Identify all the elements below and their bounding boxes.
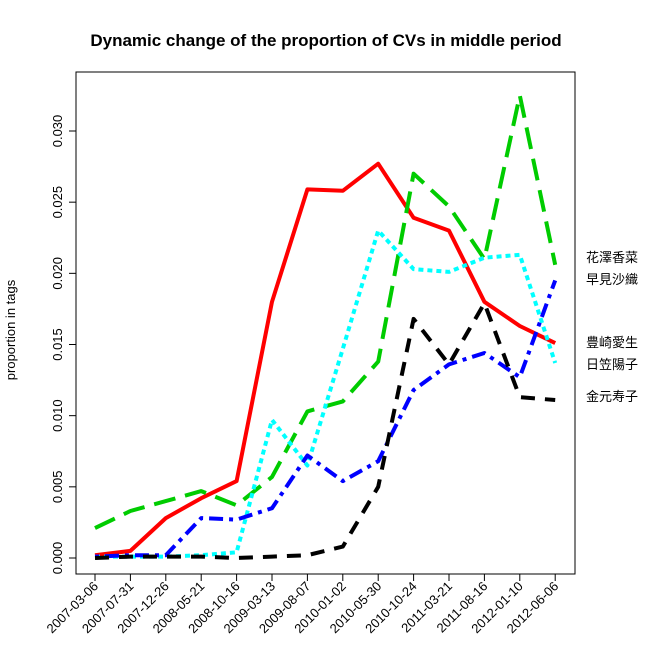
legend-label: 早見沙織 (586, 273, 638, 288)
series-line-4 (94, 279, 558, 559)
chart-title: Dynamic change of the proportion of CVs … (90, 31, 561, 50)
y-tick-label: 0.025 (50, 186, 65, 219)
series-line-5 (94, 301, 556, 560)
legend-label: 金元寿子 (586, 389, 638, 405)
y-tick-label: 0.015 (50, 328, 65, 361)
y-axis-label: proportion in tags (3, 279, 18, 380)
y-tick-label: 0.030 (50, 115, 65, 148)
y-tick-label: 0.010 (50, 399, 65, 432)
series-line-3 (95, 228, 558, 559)
y-tick-label: 0.005 (50, 471, 65, 504)
legend-label: 豊崎愛生 (586, 336, 638, 351)
series-line-1 (94, 161, 557, 558)
x-axis: 2007-03-062007-07-312007-12-262008-05-21… (43, 573, 561, 636)
y-axis: 0.000 0.005 0.010 0.015 0.020 0.025 0.030 (50, 115, 77, 575)
series-lines (94, 93, 558, 560)
y-tick-label: 0.020 (50, 257, 65, 290)
legend-label: 花澤香菜 (586, 250, 638, 266)
plot-frame (75, 71, 576, 575)
y-tick-label: 0.000 (50, 542, 65, 575)
legend-label: 日笠陽子 (586, 358, 638, 373)
